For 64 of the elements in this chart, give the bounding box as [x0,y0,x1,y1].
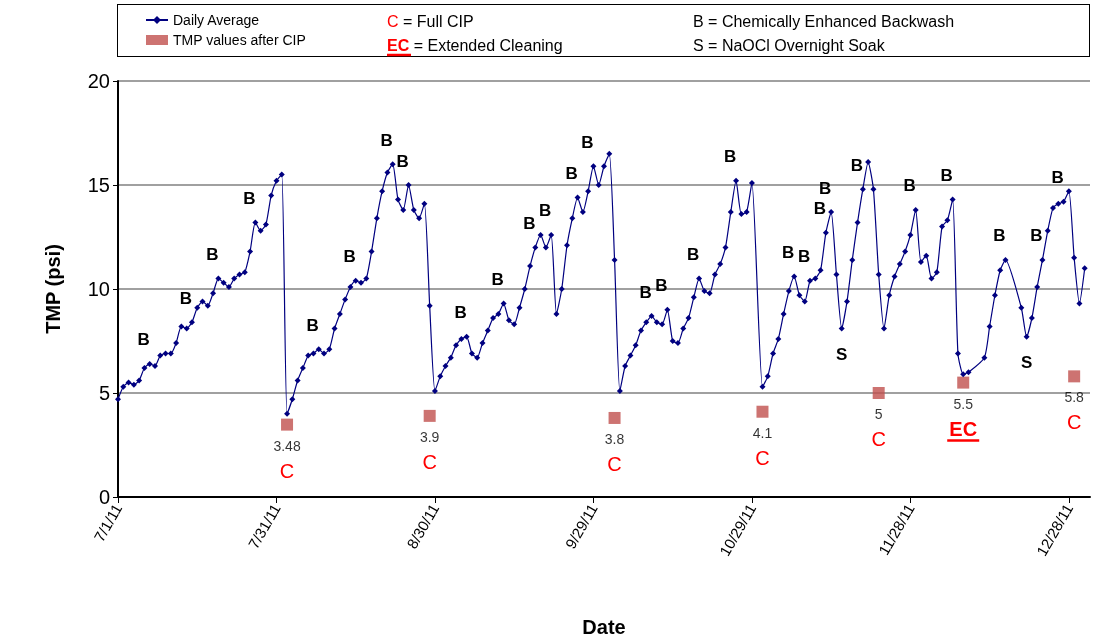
data-label: 3.8 [604,430,625,447]
point [957,376,970,389]
point [281,418,294,431]
data-label: 5.8 [1064,389,1085,406]
annotation: C [755,446,770,469]
annotation: C [422,450,437,473]
y-tick-label: 0 [98,486,110,508]
annotation: B [539,201,552,221]
annotation: B [1051,168,1064,188]
point [756,405,769,418]
data-label: 5.5 [953,395,974,412]
data-label: 5 [874,406,883,422]
annotation: B [491,270,504,290]
data-label: 4.1 [752,424,773,441]
y-tick-label: 10 [87,278,110,300]
annotation: B [1030,226,1043,246]
y-tick-label: 5 [98,382,110,404]
y-tick-label: 20 [87,70,110,92]
annotation: B [306,315,319,335]
annotation: B [396,151,409,171]
text: C = Full CIP [387,12,474,30]
text: EC = Extended Cleaning [387,36,563,54]
annotation: C [871,428,886,450]
x-axis-title: Date [582,616,626,638]
point [1068,370,1081,383]
annotation: B [137,330,150,350]
annotation: S [836,345,848,365]
legend-label: TMP values after CIP [173,32,306,48]
annotation: B [343,247,356,267]
annotation: B [782,243,795,263]
data-label: 3.48 [273,437,301,454]
annotation: B [723,147,737,167]
text: S = NaOCl Overnight Soak [693,36,886,54]
annotation: B [655,276,668,296]
annotation: B [903,176,916,196]
point [608,411,621,424]
y-axis-title: TMP (psi) [42,244,64,334]
annotation: B [581,132,594,152]
legend-label: Daily Average [173,12,260,28]
annotation: B [523,213,536,233]
annotation: B [813,199,827,219]
annotation: B [993,226,1006,246]
text: B = Chemically Enhanced Backwash [693,12,955,30]
data-label: 3.9 [419,428,440,445]
annotation: B [850,155,863,175]
annotation: S [1020,353,1033,373]
annotation: B [565,163,578,183]
annotation: B [797,247,811,267]
annotation: C [1066,411,1082,434]
annotation: B [639,282,652,302]
annotation: B [454,303,467,323]
annotation: B [686,245,700,265]
annotation: C [279,459,295,482]
annotation: EC [949,417,978,440]
annotation: B [206,245,219,265]
annotation: B [179,288,193,308]
annotation: B [243,188,256,208]
y-tick-label: 15 [87,174,110,196]
point [423,409,436,422]
annotation: B [380,130,393,150]
annotation: B [819,178,832,198]
annotation: B [940,166,953,186]
point [872,387,885,399]
annotation: C [607,452,622,475]
